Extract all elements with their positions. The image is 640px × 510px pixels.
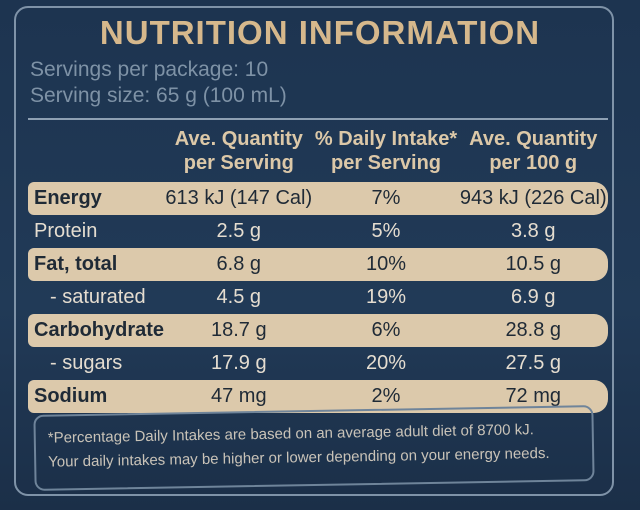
column-header-line: per 100 g (489, 152, 578, 174)
nutrient-value: 27.5 g (505, 352, 562, 374)
nutrient-row: - sugars 17.9 g 20% 27.5 g (28, 347, 608, 380)
header-row: Ave. Quantity per Serving% Daily Intake* p… (28, 119, 608, 182)
nutrient-value: 3.8 g (511, 220, 556, 242)
nutrient-name: Energy (28, 182, 165, 215)
nutrient-value: 47 mg (164, 380, 314, 413)
nutrient-row: - saturated 4.5 g 19% 6.9 g (28, 281, 608, 314)
nutrient-value: 17.9 g (210, 352, 267, 374)
nutrition-table: Ave. Quantity per Serving% Daily Intake* p… (28, 118, 608, 413)
nutrient-value: 28.8 g (458, 314, 608, 347)
column-header-line: Ave. Quantity (174, 128, 303, 150)
nutrient-value: 19% (365, 286, 407, 308)
header-blank (28, 119, 164, 182)
label-frame (14, 6, 614, 496)
column-header: Ave. Quantity per 100 g (458, 119, 608, 182)
nutrient-row: Energy 613 kJ (147 Cal) 7% 943 kJ (226 Cal) (28, 182, 608, 215)
nutrient-value: 18.7 g (164, 314, 314, 347)
table-body: Energy 613 kJ (147 Cal) 7% 943 kJ (226 Cal)… (28, 182, 608, 413)
nutrient-value: 20% (365, 352, 407, 374)
nutrient-name: Protein (34, 220, 98, 242)
servings-per-package: Servings per package: 10 (30, 58, 269, 81)
serving-size: Serving size: 65 g (100 mL) (30, 84, 287, 107)
nutrient-value: 2% (313, 380, 459, 413)
column-header-line: Ave. Quantity (469, 128, 598, 150)
nutrient-row: Sodium 47 mg 2% 72 mg (28, 380, 608, 413)
nutrient-name: - sugars (50, 352, 123, 374)
nutrient-value: 5% (371, 220, 401, 242)
column-header-line: per Serving (183, 152, 294, 174)
column-header: % Daily Intake* per Serving (314, 119, 459, 182)
nutrient-name: Carbohydrate (28, 314, 165, 347)
nutrient-name: - saturated (50, 286, 146, 308)
footnote-box: *Percentage Daily Intakes are based on a… (33, 405, 595, 491)
nutrient-value: 72 mg (458, 380, 608, 413)
nutrient-value: 4.5 g (216, 286, 262, 308)
nutrient-row: Fat, total 6.8 g 10% 10.5 g (28, 248, 608, 281)
nutrient-value: 613 kJ (147 Cal) (164, 182, 314, 215)
label-title: NUTRITION INFORMATION (99, 14, 541, 51)
nutrient-row: Protein 2.5 g 5% 3.8 g (28, 215, 608, 248)
nutrient-value: 943 kJ (226 Cal) (458, 182, 608, 215)
column-header: Ave. Quantity per Serving (164, 119, 314, 182)
column-header-line: per Serving (330, 152, 442, 174)
column-header-line: % Daily Intake* (314, 128, 458, 150)
nutrient-value: 2.5 g (216, 220, 262, 242)
nutrient-value: 10.5 g (458, 248, 608, 281)
nutrient-name: Fat, total (28, 248, 165, 281)
nutrient-name: Sodium (28, 380, 165, 413)
nutrient-value: 7% (313, 182, 459, 215)
nutrient-row: Carbohydrate 18.7 g 6% 28.8 g (28, 314, 608, 347)
nutrient-value: 10% (313, 248, 459, 281)
nutrient-value: 6.9 g (511, 286, 556, 308)
nutrient-value: 6% (313, 314, 459, 347)
nutrient-value: 6.8 g (164, 248, 314, 281)
